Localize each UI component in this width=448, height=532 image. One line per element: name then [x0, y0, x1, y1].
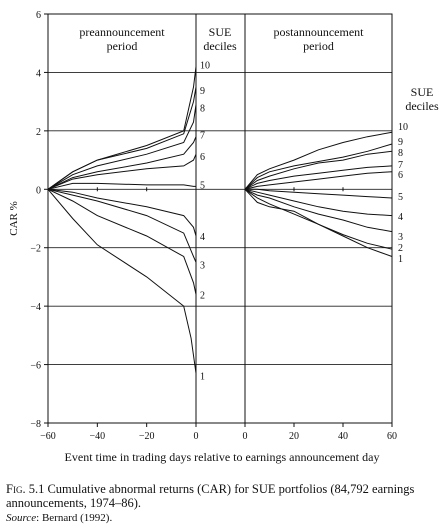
panel-title-pre: period — [107, 39, 138, 53]
post-decile-label-1: 1 — [398, 254, 403, 265]
series-line-post-decile-9 — [244, 143, 393, 190]
series-line-pre-decile-6 — [47, 154, 197, 190]
gridlines — [48, 71, 392, 366]
pre-decile-label-8: 8 — [200, 104, 205, 115]
series-line-pre-decile-4 — [47, 188, 197, 237]
y-tick-label: 2 — [36, 127, 41, 138]
x-tick-label: −60 — [40, 431, 56, 442]
post-legend-title: SUE — [411, 85, 434, 99]
figure-caption: Fig. 5.1 Cumulative abnormal returns (CA… — [6, 482, 446, 510]
panel-title-post: period — [303, 39, 334, 53]
source-text: : Bernard (1992). — [36, 512, 113, 524]
pre-decile-label-6: 6 — [200, 152, 205, 163]
post-decile-label-4: 4 — [398, 212, 403, 223]
source-label: Source — [6, 512, 37, 524]
series-line-post-decile-1 — [244, 188, 393, 257]
pre-decile-label-1: 1 — [200, 371, 205, 382]
pre-legend-title: deciles — [203, 39, 237, 53]
y-tick-label: −2 — [30, 244, 41, 255]
caption-text: Cumulative abnormal returns (CAR) for SU… — [6, 482, 415, 510]
series-line-post-decile-7 — [244, 165, 393, 190]
series-line-pre-decile-7 — [47, 136, 197, 190]
x-tick-label: −40 — [90, 431, 106, 442]
pre-decile-label-2: 2 — [200, 290, 205, 301]
x-tick-label: 60 — [387, 431, 397, 442]
post-decile-label-7: 7 — [398, 160, 403, 171]
series-line-pre-decile-5 — [47, 182, 196, 190]
series-line-post-decile-6 — [244, 171, 393, 190]
panel-title-pre: preannouncement — [79, 25, 165, 39]
x-tick-label: 0 — [194, 431, 199, 442]
y-tick-label: 4 — [36, 68, 41, 79]
series-line-pre-decile-1 — [47, 188, 197, 374]
pre-decile-label-3: 3 — [200, 260, 205, 271]
figure-source: Source: Bernard (1992). — [6, 512, 112, 524]
y-tick-label: 0 — [36, 185, 41, 196]
series-line-post-decile-2 — [244, 188, 393, 250]
figure-label: Fig. 5.1 — [6, 482, 45, 496]
series-line-post-decile-5 — [245, 188, 393, 199]
post-decile-label-9: 9 — [398, 137, 403, 148]
x-tick-label: 40 — [338, 431, 348, 442]
y-tick-label: −6 — [30, 361, 41, 372]
pre-decile-label-9: 9 — [200, 86, 205, 97]
series-line-pre-decile-10 — [47, 66, 197, 190]
panel-title-post: postannouncement — [274, 25, 365, 39]
y-tick-label: −8 — [30, 419, 41, 430]
post-decile-label-8: 8 — [398, 148, 403, 159]
series-line-pre-decile-2 — [47, 188, 197, 295]
series-line-pre-decile-9 — [47, 86, 197, 190]
post-decile-label-10: 10 — [398, 122, 408, 133]
post-legend-title: deciles — [405, 99, 439, 113]
series-line-pre-decile-8 — [47, 104, 197, 190]
post-decile-label-3: 3 — [398, 232, 403, 243]
series-lines — [47, 66, 393, 374]
series-line-post-decile-8 — [244, 150, 393, 190]
series-line-post-decile-3 — [244, 188, 393, 233]
pre-decile-label-4: 4 — [200, 232, 205, 243]
x-tick-label: −20 — [139, 431, 155, 442]
axes — [44, 13, 393, 427]
x-tick-label: 20 — [289, 431, 299, 442]
pre-legend-title: SUE — [209, 25, 232, 39]
series-line-post-decile-10 — [244, 131, 393, 190]
x-tick-label: 0 — [243, 431, 248, 442]
pre-decile-label-7: 7 — [200, 131, 205, 142]
post-decile-label-5: 5 — [398, 192, 403, 203]
series-line-pre-decile-3 — [47, 188, 197, 263]
y-axis-label: CAR % — [8, 201, 20, 236]
pre-decile-label-10: 10 — [200, 61, 210, 72]
pre-decile-label-5: 5 — [200, 180, 205, 191]
x-axis-label: Event time in trading days relative to e… — [65, 450, 380, 464]
series-line-post-decile-4 — [244, 188, 393, 217]
plot-frame — [47, 13, 393, 424]
post-decile-label-2: 2 — [398, 243, 403, 254]
y-tick-label: −4 — [30, 302, 41, 313]
y-tick-label: 6 — [36, 10, 41, 21]
post-decile-label-6: 6 — [398, 170, 403, 181]
